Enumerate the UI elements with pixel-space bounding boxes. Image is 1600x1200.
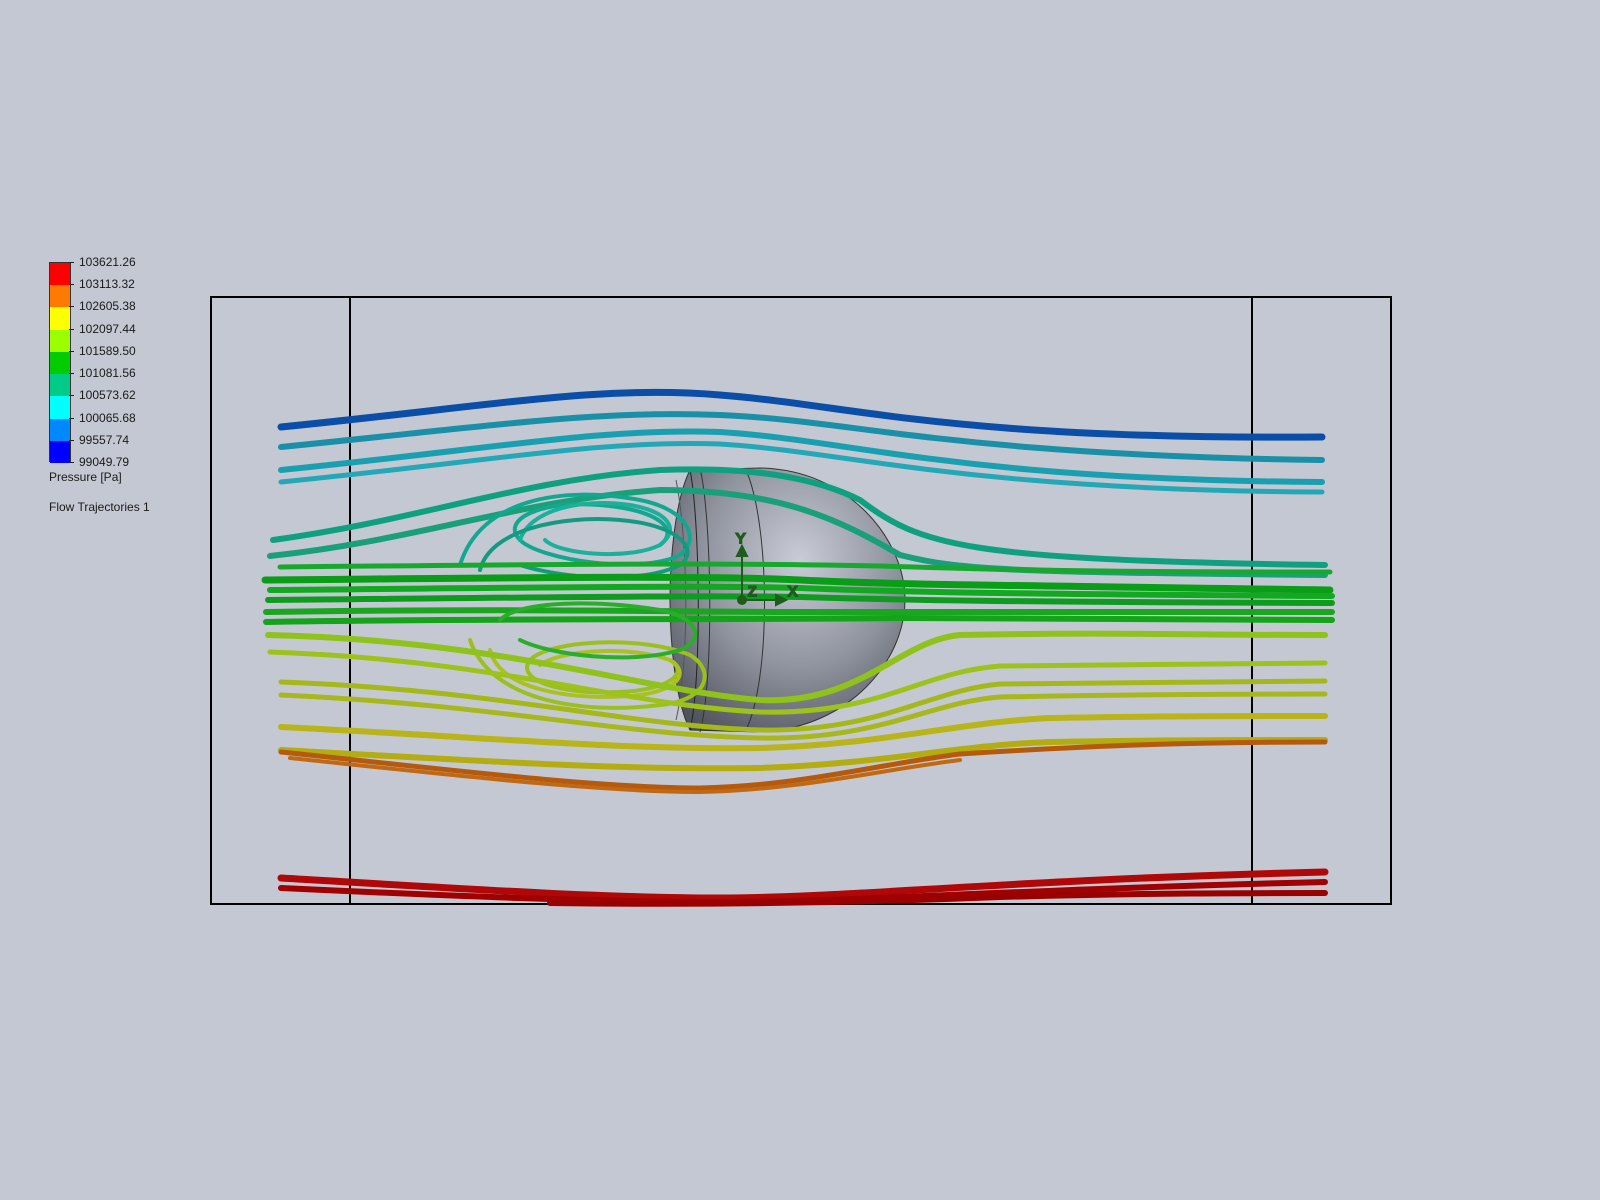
- legend-swatch: [50, 440, 70, 463]
- trajectory: [278, 713, 1328, 752]
- trajectory: [263, 607, 1335, 616]
- trajectory: [278, 440, 1325, 495]
- axis-y-label: Y: [736, 530, 746, 546]
- trajectory: [270, 466, 1328, 568]
- trajectory: [468, 638, 707, 710]
- legend-title: Pressure [Pa]: [49, 470, 122, 484]
- legend-swatch: [50, 285, 70, 308]
- trajectory: [547, 890, 1328, 907]
- trajectory: [278, 739, 1328, 791]
- legend-tick-label: 100573.62: [69, 388, 136, 402]
- legend-tick-label: 102605.38: [69, 299, 136, 313]
- plot-name: Flow Trajectories 1: [49, 500, 150, 514]
- legend-swatch: [50, 374, 70, 397]
- legend-tick-label: 99049.79: [68, 455, 129, 469]
- legend-swatch: [50, 351, 70, 375]
- trajectory: [261, 573, 1334, 594]
- legend-swatch: [50, 396, 70, 419]
- coordinate-triad: Y Z X: [735, 529, 799, 607]
- trajectory: [277, 561, 1333, 575]
- trajectory: [278, 411, 1325, 463]
- trajectory: [277, 388, 1326, 441]
- flow-trajectories[interactable]: [261, 388, 1335, 907]
- legend-swatch: [50, 263, 70, 286]
- legend-tick-label: 101081.56: [69, 366, 136, 380]
- axis-z-label: Z: [748, 583, 757, 599]
- legend-tick-label: 100065.68: [69, 411, 136, 425]
- trajectory: [278, 428, 1325, 485]
- trajectory: [498, 601, 698, 660]
- trajectory: [288, 756, 962, 795]
- trajectory: [277, 868, 1329, 902]
- trajectory: [278, 691, 1328, 741]
- legend-swatch: [50, 418, 70, 441]
- trajectory: [263, 614, 1335, 625]
- trajectory: [265, 593, 1335, 606]
- trajectory: [278, 737, 1328, 772]
- legend-tick-label: 101589.50: [69, 344, 136, 358]
- trajectory: [267, 583, 1335, 599]
- trajectory: [267, 649, 1328, 715]
- trajectory: [278, 678, 1328, 733]
- legend-tick-label: 102097.44: [69, 322, 136, 336]
- legend-tick-label: 99557.74: [68, 433, 129, 447]
- trajectory: [518, 501, 672, 557]
- trajectory: [265, 630, 1328, 704]
- legend-color-bar: [49, 262, 71, 463]
- legend-tick-label: 103113.32: [69, 277, 135, 291]
- axis-x-label: X: [788, 583, 798, 599]
- legend-swatch: [50, 307, 70, 330]
- legend-tick-label: 103621.26: [69, 255, 136, 269]
- legend-swatch: [50, 329, 70, 352]
